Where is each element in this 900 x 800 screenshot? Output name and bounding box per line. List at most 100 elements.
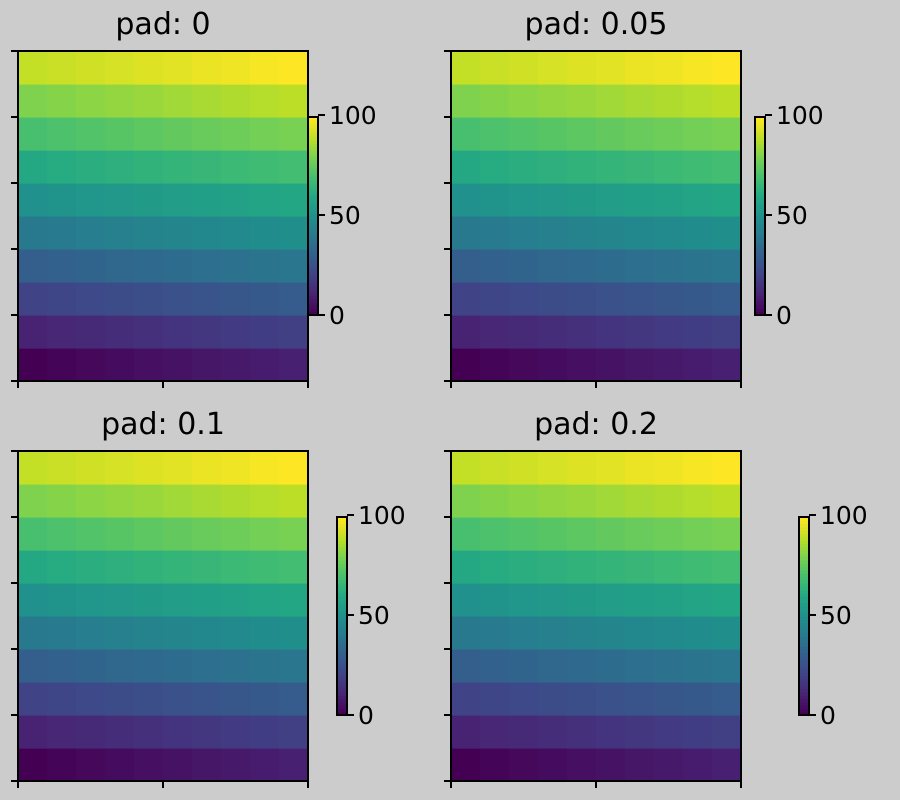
heatmap-cell — [163, 150, 193, 184]
colorbar-segment — [799, 612, 809, 617]
panel-pad-0-05: pad: 0.05 0 50 100 — [444, 7, 824, 388]
colorbar-segment — [755, 202, 765, 207]
heatmap-cell — [654, 715, 684, 749]
colorbar-segment — [799, 589, 809, 594]
heatmap-cell — [221, 315, 251, 349]
panel-pad-0-2: pad: 0.2 0 50 100 — [444, 407, 868, 788]
colorbar-segment — [308, 179, 318, 184]
heatmap-cell — [538, 249, 568, 283]
heatmap-cell — [451, 748, 481, 782]
heatmap-cell — [538, 583, 568, 617]
colorbar-segment — [337, 533, 347, 538]
heatmap-cell — [47, 583, 77, 617]
heatmap-cell — [18, 616, 48, 650]
heatmap-cell — [683, 183, 713, 217]
heatmap-cell — [683, 216, 713, 250]
colorbar-segment — [308, 239, 318, 243]
heatmap-cell — [625, 484, 655, 518]
panel-title: pad: 0.05 — [525, 7, 668, 42]
heatmap-cell — [712, 315, 742, 349]
heatmap-cell — [76, 484, 106, 518]
colorbar-segment — [337, 602, 347, 607]
heatmap-cell — [567, 517, 597, 551]
colorbar-segment — [308, 120, 318, 125]
colorbar-segment — [337, 658, 347, 663]
heatmap-cell — [567, 216, 597, 250]
heatmap-cell — [712, 51, 742, 85]
heatmap-cell — [250, 183, 280, 217]
heatmap-cell — [18, 117, 48, 151]
heatmap-cell — [105, 715, 135, 749]
heatmap-cell — [163, 517, 193, 551]
heatmap-cell — [105, 150, 135, 184]
heatmap-cell — [480, 117, 510, 151]
heatmap-cell — [683, 550, 713, 584]
heatmap-cells — [18, 451, 309, 782]
heatmap-cell — [192, 682, 222, 716]
heatmap-cell — [451, 183, 481, 217]
heatmap-cell — [192, 150, 222, 184]
heatmap-cell — [163, 117, 193, 151]
heatmap-cell — [538, 682, 568, 716]
colorbar-segment — [337, 569, 347, 574]
heatmap-cell — [567, 484, 597, 518]
heatmap-cell — [596, 150, 626, 184]
heatmap-cell — [654, 348, 684, 382]
heatmap-cell — [279, 315, 309, 349]
colorbar-segment — [755, 192, 765, 197]
colorbar-segment — [755, 183, 765, 187]
heatmap-cell — [163, 51, 193, 85]
colorbar-segment — [799, 688, 809, 693]
colorbar-segment — [337, 559, 347, 564]
heatmap-cell — [567, 51, 597, 85]
heatmap-cell — [76, 550, 106, 584]
colorbar-segment — [799, 705, 809, 709]
colorbar-segment — [755, 189, 765, 194]
heatmap-cell — [192, 517, 222, 551]
heatmap-cell — [250, 84, 280, 118]
colorbar-segment — [799, 563, 809, 568]
heatmap-cell — [509, 649, 539, 683]
heatmap-cell — [625, 150, 655, 184]
heatmap-cell — [451, 348, 481, 382]
colorbar-segment — [308, 136, 318, 141]
colorbar-segment — [799, 579, 809, 584]
heatmap-cell — [567, 616, 597, 650]
heatmap-cell — [279, 84, 309, 118]
heatmap-cell — [683, 682, 713, 716]
colorbar-segment — [337, 632, 347, 637]
heatmap-cell — [134, 282, 164, 316]
colorbar-segment — [308, 288, 318, 293]
heatmap-cell — [625, 517, 655, 551]
colorbar-segment — [337, 665, 347, 670]
colorbar-segment — [337, 688, 347, 693]
heatmap-cell — [509, 84, 539, 118]
heatmap-cell — [567, 315, 597, 349]
colorbar-segment — [308, 192, 318, 197]
colorbar-segment — [755, 252, 765, 257]
colorbar-segment — [308, 222, 318, 227]
heatmap-cell — [279, 150, 309, 184]
colorbar-segment — [337, 536, 347, 541]
heatmap-cell — [712, 649, 742, 683]
heatmap-cell — [567, 249, 597, 283]
colorbar-segment — [755, 153, 765, 158]
heatmap-cell — [654, 315, 684, 349]
heatmap-cell — [451, 84, 481, 118]
heatmap-cell — [279, 649, 309, 683]
heatmap-cell — [76, 84, 106, 118]
heatmap-cell — [567, 84, 597, 118]
colorbar-segment — [308, 232, 318, 237]
heatmap-cell — [596, 51, 626, 85]
colorbar-segment — [337, 668, 347, 673]
colorbar-segment — [799, 550, 809, 554]
panel-title: pad: 0.1 — [101, 407, 225, 442]
heatmap-cell — [451, 51, 481, 85]
heatmap-cell — [480, 649, 510, 683]
heatmap-cell — [509, 484, 539, 518]
heatmap-cell — [480, 282, 510, 316]
panel-pad-0: pad: 0 0 50 100 — [11, 7, 377, 388]
colorbar-segment — [308, 245, 318, 250]
colorbar-segment — [308, 183, 318, 187]
